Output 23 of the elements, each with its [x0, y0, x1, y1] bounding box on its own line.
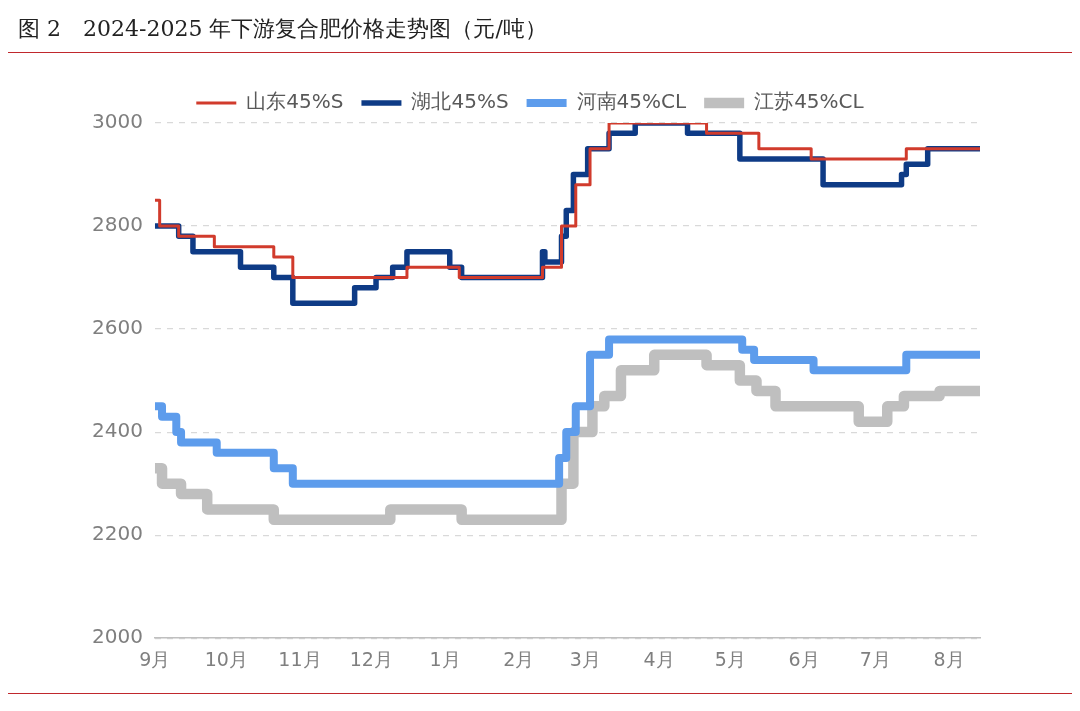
legend-label: 河南45%CL — [576, 89, 688, 114]
chart-title: 图 2 2024-2025 年下游复合肥价格走势图（元/吨） — [8, 8, 1072, 53]
x-tick-label: 3月 — [569, 647, 601, 670]
legend-label: 江苏45%CL — [754, 89, 865, 114]
x-tick-label: 7月 — [859, 647, 891, 670]
x-tick-label: 12月 — [349, 647, 393, 670]
x-tick-label: 6月 — [788, 647, 820, 670]
x-tick-label: 2月 — [503, 647, 535, 670]
y-tick-label: 2800 — [91, 212, 143, 237]
x-tick-label: 4月 — [643, 647, 675, 670]
legend-label: 湖北45%S — [411, 89, 509, 114]
x-tick-label: 5月 — [714, 647, 746, 670]
y-tick-label: 2200 — [91, 521, 143, 546]
legend-label: 山东45%S — [246, 89, 344, 114]
y-tick-label: 3000 — [91, 109, 143, 134]
x-tick-label: 8月 — [933, 647, 965, 670]
y-tick-label: 2400 — [91, 418, 143, 443]
y-tick-label: 2000 — [91, 624, 143, 649]
x-tick-label: 1月 — [429, 647, 461, 670]
x-tick-label: 10月 — [204, 647, 248, 670]
x-tick-label: 11月 — [278, 647, 322, 670]
y-tick-label: 2600 — [91, 315, 143, 340]
x-tick-label: 9月 — [139, 647, 171, 670]
